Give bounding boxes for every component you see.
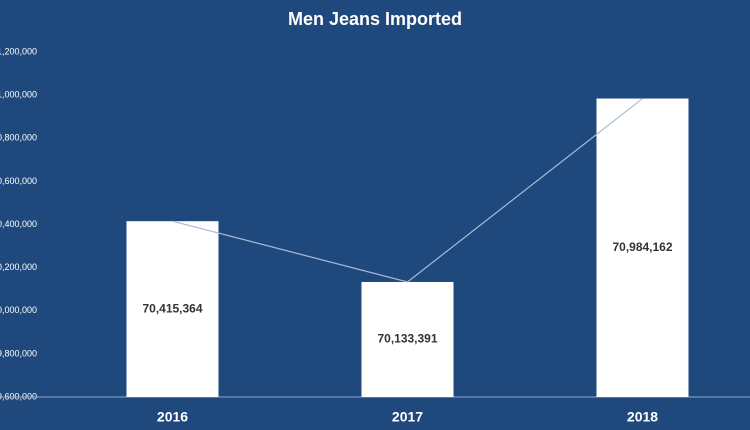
data-label: 70,415,364: [142, 301, 202, 315]
x-tick-label: 2016: [157, 409, 188, 425]
chart-title: Men Jeans Imported: [288, 9, 462, 29]
x-tick-label: 2017: [392, 409, 423, 425]
data-label: 70,133,391: [377, 332, 437, 346]
bar: [361, 281, 454, 397]
y-tick-label: 70,800,000: [0, 133, 37, 143]
y-tick-label: 70,600,000: [0, 176, 37, 186]
y-tick-label: 70,200,000: [0, 262, 37, 272]
y-tick-label: 71,000,000: [0, 90, 37, 100]
y-tick-label: 69,800,000: [0, 348, 37, 358]
trend-line: [172, 98, 643, 283]
y-tick-label: 71,200,000: [0, 46, 37, 56]
bar: [126, 221, 219, 397]
y-tick-label: 70,000,000: [0, 305, 37, 315]
y-tick-label: 69,600,000: [0, 391, 37, 401]
y-tick-label: 70,400,000: [0, 219, 37, 229]
data-label: 70,984,162: [612, 240, 672, 254]
x-tick-label: 2018: [627, 409, 658, 425]
bar: [596, 98, 689, 397]
